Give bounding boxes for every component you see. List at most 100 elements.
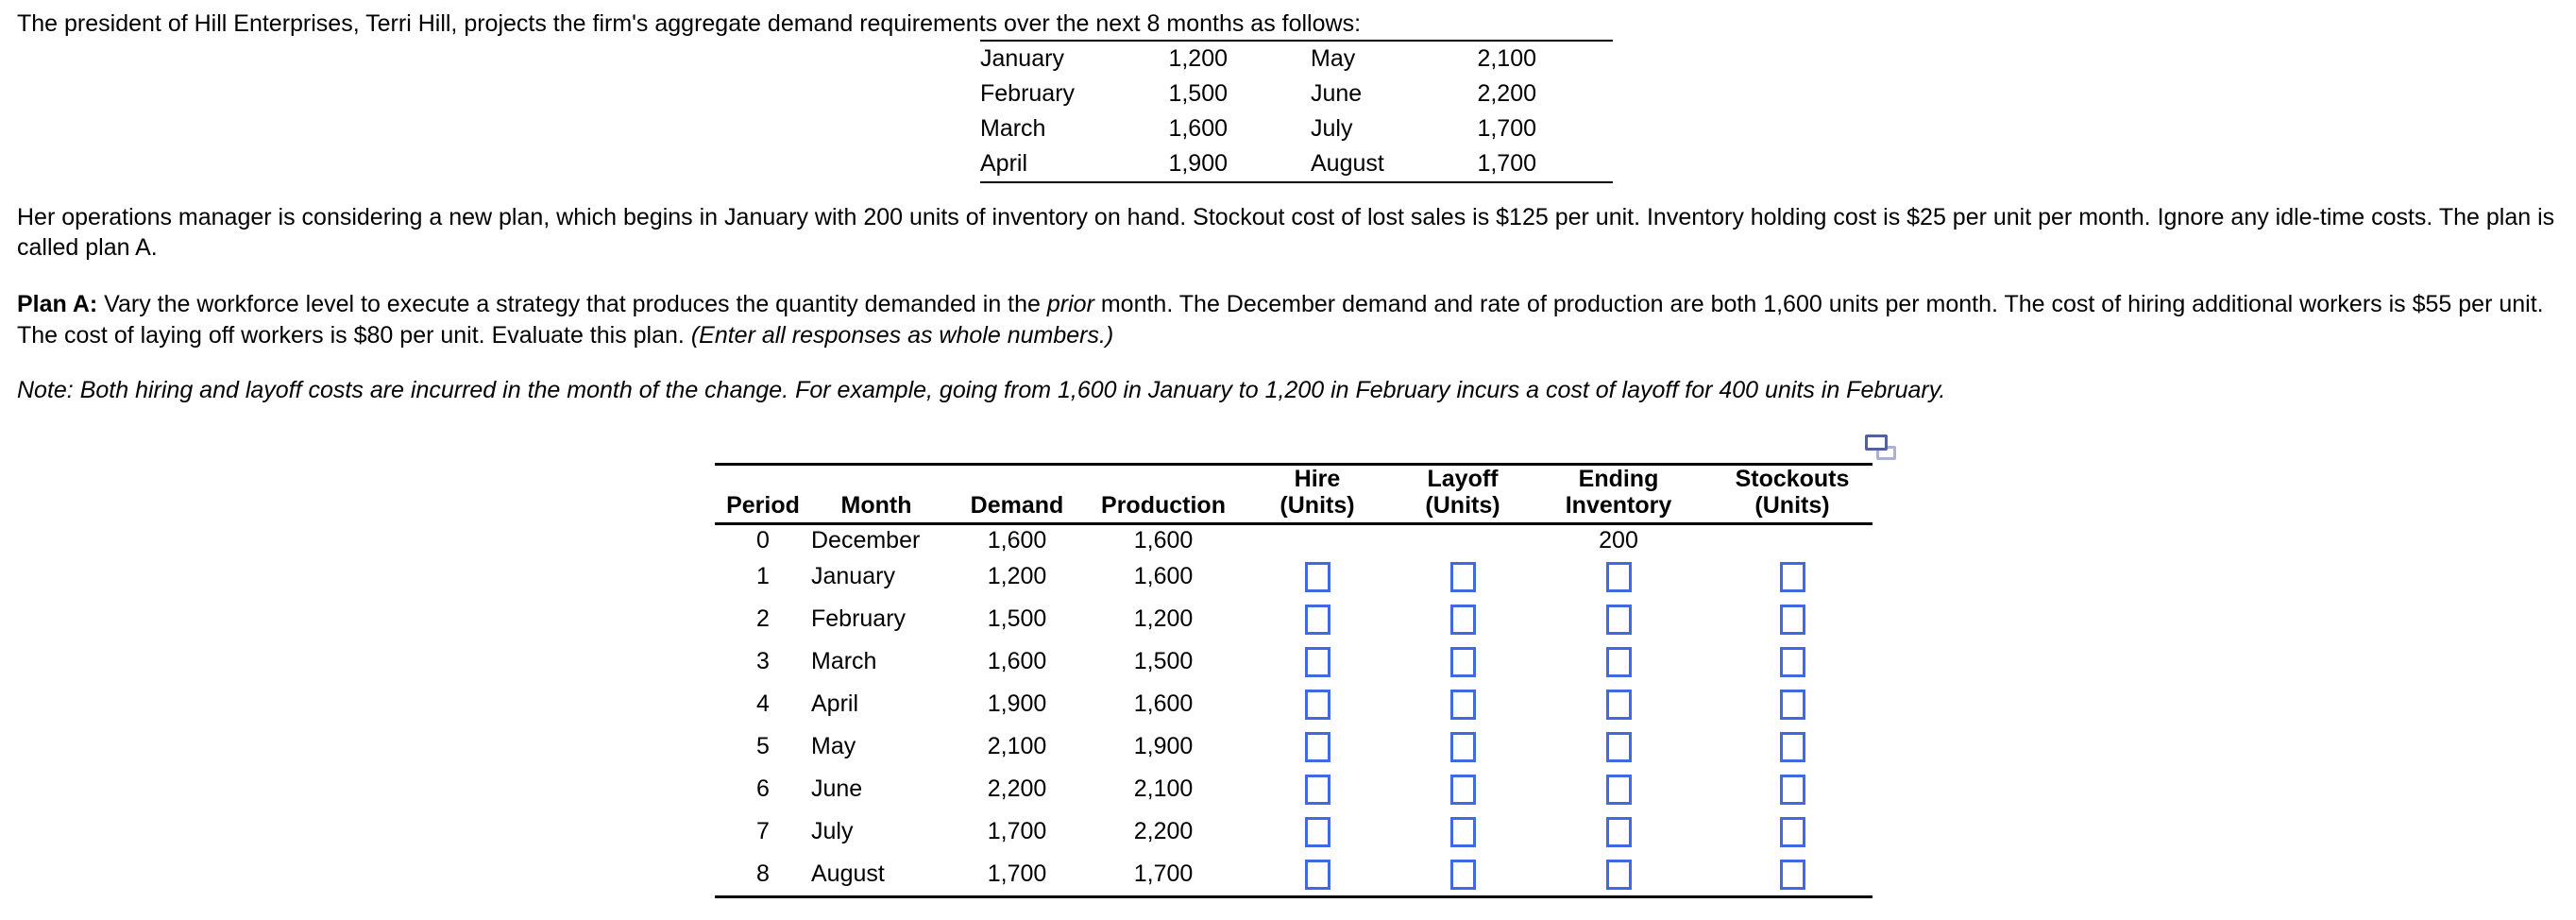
demand-value: 1,600 <box>1168 115 1228 142</box>
month-label: April <box>980 150 1028 177</box>
table-row-december: 0 December 1,600 1,600 200 <box>715 525 1873 555</box>
demand-value: 1,700 <box>1477 115 1536 142</box>
stockouts-input[interactable] <box>1779 731 1805 762</box>
hire-input[interactable] <box>1304 774 1330 805</box>
period-cell: 7 <box>756 818 770 844</box>
demand-value: 1,900 <box>1168 150 1228 177</box>
month-cell: March <box>811 648 877 674</box>
period-cell: 2 <box>756 605 770 632</box>
layoff-input[interactable] <box>1449 859 1476 890</box>
demand-value: 1,700 <box>1477 150 1536 177</box>
demand-cell: 1,200 <box>987 563 1047 589</box>
month-label: June <box>1311 80 1363 107</box>
table-row-april: 4 April 1,900 1,600 <box>715 683 1873 725</box>
layoff-input[interactable] <box>1449 816 1476 847</box>
ending-inventory-input[interactable] <box>1605 731 1632 762</box>
demand-cell: 1,600 <box>987 648 1047 674</box>
demand-preview-row: February 1,500 June 2,200 <box>980 77 1613 111</box>
month-label: January <box>980 45 1064 72</box>
period-cell: 0 <box>756 526 770 554</box>
demand-cell: 1,500 <box>987 605 1047 632</box>
production-cell: 2,100 <box>1133 775 1194 802</box>
hire-input[interactable] <box>1304 816 1330 847</box>
month-label: March <box>980 115 1046 142</box>
stockouts-input[interactable] <box>1779 604 1805 635</box>
month-cell: August <box>811 860 885 887</box>
header-layoff-units: Layoff (Units) <box>1425 466 1500 519</box>
plan-a-text-2: month. The December demand and rate of p… <box>17 291 2544 349</box>
copy-icon[interactable] <box>1865 434 1899 469</box>
table-row-july: 7 July 1,700 2,200 <box>715 810 1873 853</box>
ending-inventory-input[interactable] <box>1605 816 1632 847</box>
table-row-march: 3 March 1,600 1,500 <box>715 640 1873 683</box>
ending-inventory-input[interactable] <box>1605 859 1632 890</box>
plan-table: Period Month Demand Production Hire (Unit… <box>715 463 1873 898</box>
demand-cell: 1,700 <box>987 860 1047 887</box>
table-row-august: 8 August 1,700 1,700 <box>715 853 1873 895</box>
ending-inventory-cell: 200 <box>1599 526 1638 554</box>
hire-input[interactable] <box>1304 859 1330 890</box>
header-stockouts-units: Stockouts (Units) <box>1735 466 1850 519</box>
stockouts-input[interactable] <box>1779 561 1805 592</box>
ending-inventory-input[interactable] <box>1605 646 1632 677</box>
demand-cell: 1,700 <box>987 818 1047 844</box>
header-demand: Demand <box>970 492 1064 519</box>
ending-inventory-input[interactable] <box>1605 604 1632 635</box>
period-cell: 3 <box>756 648 770 674</box>
table-row-january: 1 January 1,200 1,600 <box>715 555 1873 598</box>
hire-input[interactable] <box>1304 689 1330 720</box>
period-cell: 1 <box>756 563 770 589</box>
month-label: February <box>980 80 1076 107</box>
stockouts-input[interactable] <box>1779 859 1805 890</box>
copy-icon-front-rect <box>1865 434 1888 451</box>
header-period: Period <box>726 492 800 519</box>
ending-inventory-input[interactable] <box>1605 774 1632 805</box>
layoff-input[interactable] <box>1449 561 1476 592</box>
plan-a-label: Plan A: <box>17 291 98 317</box>
layoff-input[interactable] <box>1449 731 1476 762</box>
ending-inventory-input[interactable] <box>1605 689 1632 720</box>
hire-input[interactable] <box>1304 604 1330 635</box>
layoff-input[interactable] <box>1449 689 1476 720</box>
hire-input[interactable] <box>1304 731 1330 762</box>
stockouts-input[interactable] <box>1779 816 1805 847</box>
period-cell: 8 <box>756 860 770 887</box>
period-cell: 4 <box>756 690 770 717</box>
production-cell: 1,600 <box>1133 526 1194 554</box>
header-ending-inventory: Ending Inventory <box>1565 466 1672 519</box>
header-production: Production <box>1101 492 1226 519</box>
demand-cell: 2,100 <box>987 733 1047 759</box>
month-cell: December <box>811 526 921 554</box>
demand-preview-table: January 1,200 May 2,100 February 1,500 J… <box>980 40 1613 183</box>
layoff-input[interactable] <box>1449 774 1476 805</box>
month-cell: January <box>811 563 895 589</box>
plan-a-description: Plan A: Vary the workforce level to exec… <box>17 289 2572 351</box>
layoff-input[interactable] <box>1449 646 1476 677</box>
header-month: Month <box>840 492 912 519</box>
plan-a-instruction: (Enter all responses as whole numbers.) <box>690 322 1114 349</box>
demand-value: 1,500 <box>1168 80 1228 107</box>
plan-a-text-1: Vary the workforce level to execute a st… <box>97 291 1047 317</box>
demand-cell: 1,900 <box>987 690 1047 717</box>
table-row-june: 6 June 2,200 2,100 <box>715 768 1873 810</box>
production-cell: 1,600 <box>1133 690 1194 717</box>
hire-input[interactable] <box>1304 646 1330 677</box>
production-cell: 1,500 <box>1133 648 1194 674</box>
layoff-input[interactable] <box>1449 604 1476 635</box>
production-cell: 2,200 <box>1133 818 1194 844</box>
demand-value: 2,100 <box>1477 45 1536 72</box>
header-hire-units: Hire (Units) <box>1280 466 1355 519</box>
month-cell: May <box>811 733 856 759</box>
demand-preview-row: January 1,200 May 2,100 <box>980 42 1613 77</box>
plan-a-italic-prior: prior <box>1046 291 1094 317</box>
production-cell: 1,700 <box>1133 860 1194 887</box>
demand-cell: 1,600 <box>987 526 1047 554</box>
stockouts-input[interactable] <box>1779 689 1805 720</box>
ending-inventory-input[interactable] <box>1605 561 1632 592</box>
hire-input[interactable] <box>1304 561 1330 592</box>
month-label: May <box>1311 45 1356 72</box>
stockouts-input[interactable] <box>1779 646 1805 677</box>
stockouts-input[interactable] <box>1779 774 1805 805</box>
month-cell: April <box>811 690 859 717</box>
